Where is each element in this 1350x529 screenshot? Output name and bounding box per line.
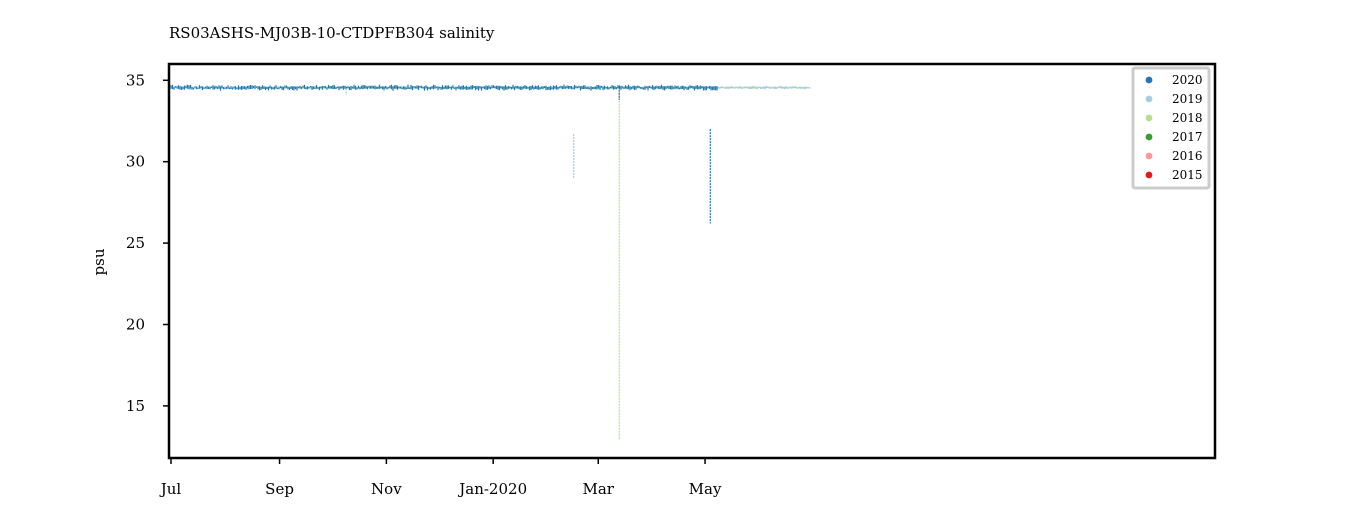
x-tick-label: Jan-2020	[457, 480, 527, 498]
x-tick-label: Mar	[583, 480, 615, 498]
y-axis: 15 20 25 30 35	[126, 71, 169, 415]
x-tick-label: Jul	[159, 480, 182, 498]
series-2020	[170, 84, 718, 224]
legend: 2020 2019 2018 2017 2016 2015	[1131, 66, 1211, 190]
legend-label-2018: 2018	[1172, 111, 1203, 125]
y-axis-label: psu	[90, 248, 108, 275]
y-tick-label: 20	[126, 315, 145, 333]
series-2018	[258, 86, 810, 441]
plot-data	[170, 84, 811, 441]
y-tick-label: 35	[126, 71, 145, 89]
series-band-2020	[170, 84, 718, 91]
y-tick-label: 15	[126, 397, 145, 415]
y-tick-label: 25	[126, 234, 145, 252]
legend-label-2016: 2016	[1172, 149, 1203, 163]
plot-frame	[167, 62, 1217, 460]
legend-label-2015: 2015	[1172, 168, 1203, 182]
chart-title: RS03ASHS-MJ03B-10-CTDPFB304 salinity	[169, 24, 495, 42]
legend-marker-2015	[1145, 171, 1153, 179]
legend-marker-2018	[1145, 114, 1153, 122]
legend-label-2019: 2019	[1172, 92, 1203, 106]
legend-marker-2016	[1145, 152, 1153, 160]
legend-label-2017: 2017	[1172, 130, 1203, 144]
series-2019	[170, 85, 811, 178]
x-tick-label: May	[689, 480, 722, 498]
legend-marker-2019	[1145, 95, 1153, 103]
x-axis: Jul Sep Nov Jan-2020 Mar May	[159, 458, 722, 498]
x-tick-label: Sep	[265, 480, 294, 498]
x-tick-label: Nov	[371, 480, 402, 498]
y-tick-label: 30	[126, 153, 145, 171]
legend-label-2020: 2020	[1172, 73, 1203, 87]
legend-marker-2020	[1145, 76, 1153, 84]
legend-marker-2017	[1145, 133, 1153, 141]
